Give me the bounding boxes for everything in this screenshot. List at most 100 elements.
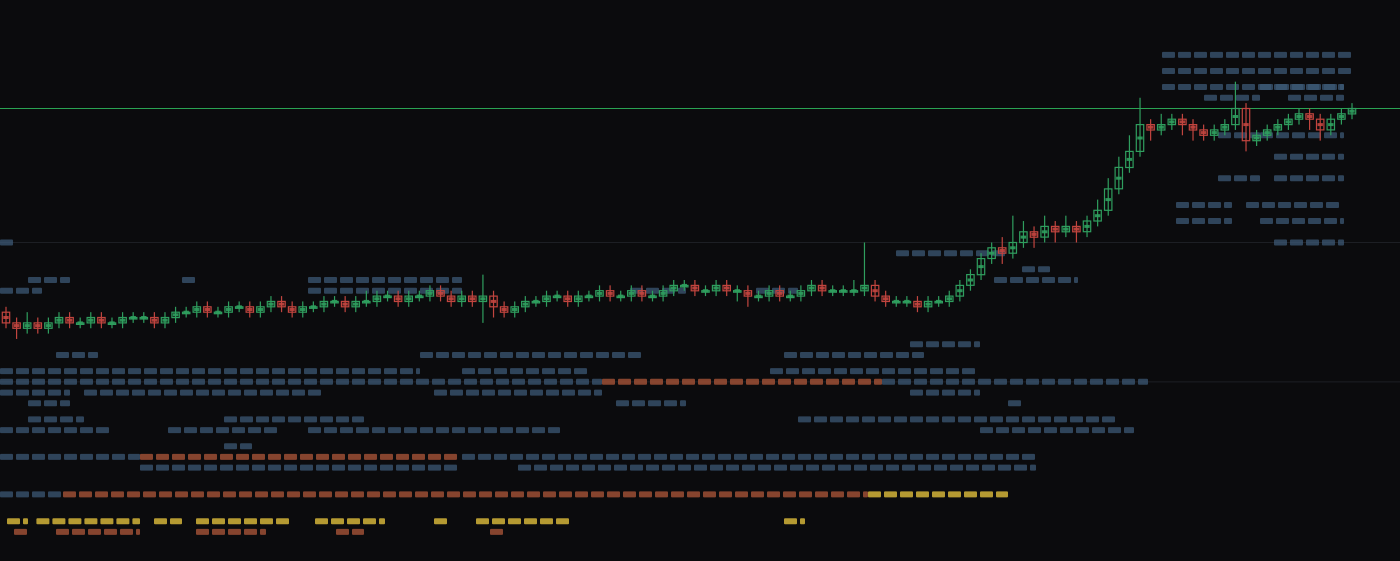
heat-block-21-2 (500, 427, 513, 434)
candle-mid-76 (808, 286, 815, 290)
heat-block-12-2 (436, 277, 449, 283)
heat-block-18-3 (910, 389, 923, 396)
candle-mid-62 (660, 291, 666, 295)
heat-block-25-2 (868, 491, 881, 498)
candle-mid-13 (141, 316, 147, 319)
heat-block-12-2 (356, 277, 369, 283)
heat-block-17-0 (48, 378, 61, 385)
candle-73 (775, 285, 785, 302)
candle-body-96 (1019, 231, 1028, 244)
heat-block-21-1 (168, 427, 181, 434)
heat-block-12-0 (44, 277, 57, 283)
heat-block-24-1 (566, 464, 579, 471)
heat-block-2-0 (1210, 84, 1223, 90)
heat-block-23-0 (0, 453, 13, 460)
candle-95 (1008, 215, 1018, 259)
candle-mid-104 (1105, 198, 1111, 202)
heat-block-23-2 (910, 453, 923, 460)
candle-35 (372, 290, 382, 307)
heat-block-23-1 (140, 453, 153, 460)
heat-block-12-2 (340, 277, 353, 283)
heat-block-20-1 (336, 416, 349, 423)
heat-block-16-2 (834, 368, 847, 375)
heat-block-21-3 (1044, 427, 1057, 434)
heat-block-8-1 (1292, 218, 1305, 224)
candle-mid-101 (1073, 227, 1080, 231)
heat-block-26-2 (170, 518, 182, 525)
candle-90 (955, 280, 965, 302)
heat-block-21-2 (484, 427, 497, 434)
heat-block-15-1 (436, 352, 449, 358)
heat-block-1-0 (1322, 68, 1335, 74)
heat-block-23-2 (558, 453, 571, 460)
heat-block-25-1 (95, 491, 108, 498)
candle-mid-29 (310, 305, 316, 309)
candle-5 (54, 312, 64, 329)
candle-mid-53 (565, 297, 571, 301)
heat-block-25-1 (751, 491, 764, 498)
candle-126 (1337, 108, 1346, 125)
heat-block-24-0 (364, 464, 377, 471)
heat-block-26-4 (315, 518, 328, 525)
candle-body-113 (1199, 129, 1208, 136)
heat-block-23-1 (236, 453, 249, 460)
candle-mid-32 (342, 302, 348, 306)
heat-block-23-2 (894, 453, 907, 460)
candle-body-19 (203, 306, 212, 313)
heat-block-27-1 (104, 528, 117, 535)
candle-mid-30 (321, 302, 327, 306)
candle-mid-110 (1169, 120, 1175, 124)
candle-107 (1135, 97, 1145, 157)
candle-41 (436, 285, 445, 302)
heat-block-24-0 (220, 464, 233, 471)
heat-block-21-1 (184, 427, 197, 434)
candle-body-21 (224, 306, 233, 313)
heat-block-24-1 (774, 464, 787, 471)
heat-block-16-0 (416, 368, 420, 375)
heat-block-16-2 (850, 368, 863, 375)
heat-block-24-1 (886, 464, 899, 471)
heat-block-20-1 (320, 416, 333, 423)
heat-block-18-2 (466, 389, 479, 396)
heat-block-10-0 (896, 250, 909, 257)
heat-block-12-0 (28, 277, 41, 283)
heat-block-18-1 (164, 389, 177, 396)
heat-block-15-2 (896, 352, 909, 358)
candle-mid-119 (1264, 131, 1270, 135)
heat-block-26-1 (132, 518, 140, 525)
candle-body-44 (468, 295, 477, 303)
heat-block-16-0 (160, 368, 173, 375)
candle-mid-28 (300, 308, 306, 311)
heat-block-20-2 (1086, 416, 1099, 423)
heat-block-22-0 (240, 443, 252, 450)
heat-block-21-1 (232, 427, 245, 434)
heat-block-20-0 (44, 416, 57, 423)
candle-43 (457, 290, 467, 307)
heat-block-17-2 (946, 378, 959, 385)
heat-block-12-2 (404, 277, 417, 283)
heat-block-24-0 (156, 464, 169, 471)
heat-block-21-2 (532, 427, 545, 434)
candle-2 (22, 312, 32, 334)
heat-block-15-1 (596, 352, 609, 358)
heat-block-21-2 (548, 427, 560, 434)
heat-block-15-2 (912, 352, 924, 358)
candle-body-51 (542, 295, 551, 303)
candle-111 (1178, 113, 1187, 136)
heat-block-12-3 (1010, 277, 1023, 283)
candle-12 (128, 312, 138, 323)
candle-mid-89 (946, 297, 952, 301)
heat-block-24-1 (694, 464, 707, 471)
candle-body-33 (351, 300, 361, 308)
heat-block-23-2 (686, 453, 699, 460)
heat-block-23-2 (462, 453, 475, 460)
candle-79 (838, 285, 848, 297)
heat-block-20-0 (28, 416, 41, 423)
candle-body-100 (1061, 225, 1071, 233)
candle-119 (1262, 124, 1272, 141)
heat-block-23-2 (526, 453, 539, 460)
heat-block-23-2 (478, 453, 491, 460)
heat-block-17-0 (208, 378, 221, 385)
candle-body-3 (33, 322, 43, 329)
candle-46 (489, 290, 498, 318)
